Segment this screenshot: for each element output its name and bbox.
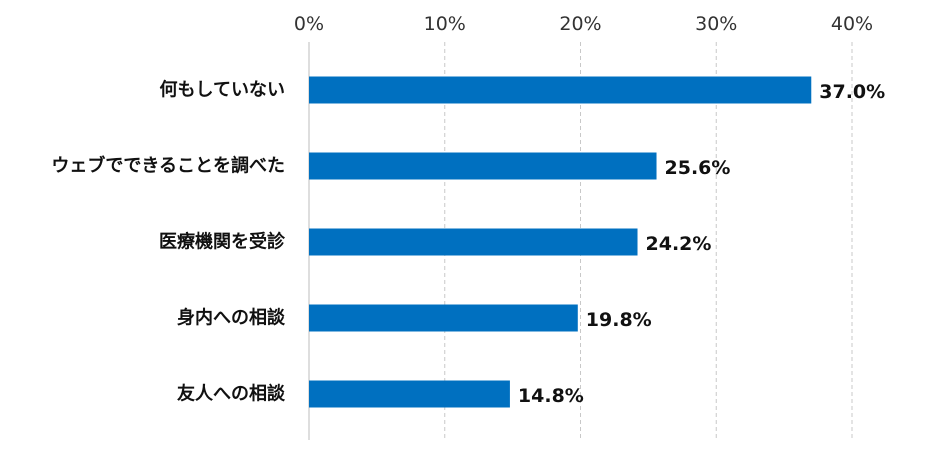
data-label: 24.2% [646,233,712,255]
bar [309,380,510,408]
category-label: 友人への相談 [177,383,286,405]
x-tick-label: 20% [559,13,601,35]
data-label: 37.0% [819,81,885,103]
bars [309,76,812,408]
x-tick-label: 10% [424,13,466,35]
data-label: 25.6% [665,157,731,179]
category-label: ウェブでできることを調べた [51,155,285,177]
bar [309,304,578,332]
data-label: 19.8% [586,309,652,331]
value-labels: 37.0% 25.6% 24.2% 19.8% 14.8% [518,81,885,407]
bar [309,152,657,180]
category-label: 何もしていない [160,79,285,101]
x-tick-label: 40% [831,13,873,35]
x-tick-label: 30% [695,13,737,35]
x-tick-label: 0% [294,13,324,35]
bar [309,228,638,256]
category-label: 医療機関を受診 [159,231,286,253]
tick-labels: 0% 10% 20% 30% 40% [294,13,873,35]
data-label: 14.8% [518,385,584,407]
bar [309,76,812,104]
category-label: 身内への相談 [177,307,286,329]
